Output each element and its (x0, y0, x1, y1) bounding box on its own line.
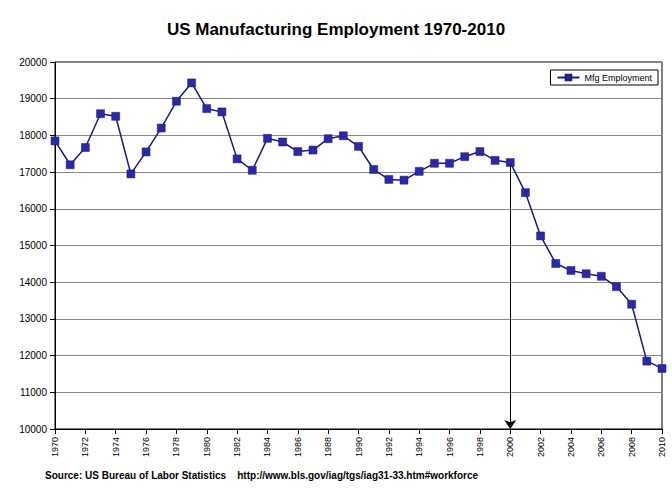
svg-text:1976: 1976 (141, 437, 151, 457)
svg-text:Source: US Bureau of Labor Sta: Source: US Bureau of Labor Statistics ht… (45, 470, 478, 481)
svg-text:1984: 1984 (262, 437, 272, 457)
svg-text:12000: 12000 (19, 350, 47, 361)
svg-text:1994: 1994 (414, 437, 424, 457)
svg-text:Mfg Employment: Mfg Employment (584, 73, 652, 83)
svg-text:1990: 1990 (354, 437, 364, 457)
svg-text:2008: 2008 (627, 437, 637, 457)
svg-text:2010: 2010 (657, 437, 667, 457)
svg-text:17000: 17000 (19, 167, 47, 178)
svg-text:20000: 20000 (19, 57, 47, 68)
svg-text:19000: 19000 (19, 93, 47, 104)
svg-text:1978: 1978 (171, 437, 181, 457)
svg-text:15000: 15000 (19, 240, 47, 251)
svg-text:2006: 2006 (596, 437, 606, 457)
svg-text:2002: 2002 (536, 437, 546, 457)
svg-text:US Manufacturing Employment 19: US Manufacturing Employment 1970-2010 (167, 20, 505, 39)
svg-text:2000: 2000 (505, 437, 515, 457)
svg-text:1986: 1986 (293, 437, 303, 457)
svg-text:13000: 13000 (19, 313, 47, 324)
svg-text:16000: 16000 (19, 203, 47, 214)
svg-text:1998: 1998 (475, 437, 485, 457)
svg-text:2004: 2004 (566, 437, 576, 457)
svg-text:1974: 1974 (111, 437, 121, 457)
svg-text:18000: 18000 (19, 130, 47, 141)
svg-text:1980: 1980 (202, 437, 212, 457)
svg-text:10000: 10000 (19, 424, 47, 435)
svg-text:1982: 1982 (232, 437, 242, 457)
svg-text:11000: 11000 (20, 387, 48, 398)
svg-text:1972: 1972 (80, 437, 90, 457)
svg-text:1970: 1970 (50, 437, 60, 457)
svg-text:1988: 1988 (323, 437, 333, 457)
svg-text:1996: 1996 (445, 437, 455, 457)
svg-text:1992: 1992 (384, 437, 394, 457)
svg-text:14000: 14000 (19, 277, 47, 288)
